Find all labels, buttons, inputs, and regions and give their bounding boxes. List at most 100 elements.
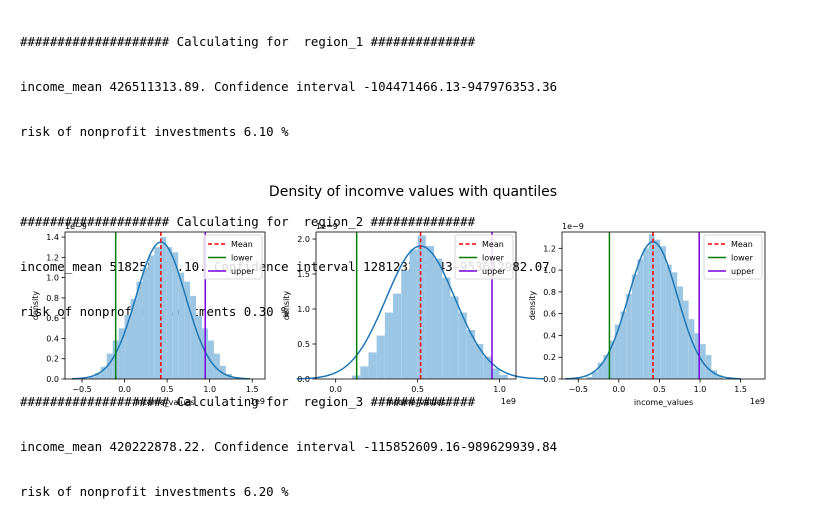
hist-bar (694, 333, 701, 379)
hist-bar (614, 324, 621, 379)
hist-bar (660, 246, 666, 379)
region-2-header: #################### Calculating for reg… (20, 214, 476, 229)
hist-bar (160, 237, 167, 379)
subplot-3: −0.5 0.0 0.5 1.0 1.5 0.0 0.2 0.4 0.6 0.8 1.0 1.2 1e−… (528, 222, 766, 407)
legend: Mean lower upper (454, 234, 514, 280)
region-1-income-line: income_mean 426511313.89. Confidence int… (20, 79, 558, 94)
hist-bar (368, 352, 377, 379)
hist-bar (717, 375, 723, 379)
hist-bar (207, 340, 214, 379)
y-multiplier: 1e−9 (65, 222, 87, 231)
hist-bar (450, 296, 459, 379)
subplot-1: −0.5 0.0 0.5 1.0 1.5 0.0 0.2 0.4 0.6 0.8 1.0 1.2 1.4… (31, 222, 266, 407)
y-tick-label: 0.8 (46, 294, 59, 303)
x-multiplier: 1e9 (250, 397, 265, 406)
y-tick-label: 0.4 (543, 331, 556, 340)
legend-upper-label: upper (731, 267, 755, 276)
hist-bar (466, 330, 476, 379)
x-tick-label: 0.5 (411, 385, 424, 394)
hist-bar (499, 374, 508, 379)
axes-frame (561, 231, 766, 380)
legend-box (203, 234, 263, 280)
hist-bar (442, 277, 451, 379)
hist-bar (106, 353, 113, 379)
x-tick-label: 1.0 (493, 385, 506, 394)
hist-bar (190, 295, 197, 379)
legend: Mean lower upper (703, 234, 763, 280)
hist-bar (178, 272, 185, 379)
y-axis-label: density (282, 291, 291, 321)
y-axis-label: density (528, 291, 537, 321)
hist-bar (376, 335, 385, 379)
legend-upper-label: upper (482, 267, 506, 276)
hist-bar (609, 340, 615, 379)
x-tick-label: 1.0 (203, 385, 216, 394)
hist-bar (682, 300, 689, 379)
y-tick-label: 1.4 (46, 233, 59, 242)
subplot-2: 0.0 0.5 1.0 0.0 0.5 1.0 1.5 2.0 1e−9 1e9 income_va… (282, 222, 545, 407)
x-tick-label: 1.5 (246, 385, 259, 394)
x-tick-label: −0.5 (569, 385, 588, 394)
x-tick-label: 0.5 (161, 385, 174, 394)
hist-bar (154, 247, 161, 379)
region-1-header: #################### Calculating for reg… (20, 34, 476, 49)
x-tick-label: 0.5 (653, 385, 666, 394)
hist-bar (360, 366, 369, 379)
hist-bar (626, 294, 632, 379)
legend-lower-label: lower (482, 254, 505, 263)
x-axis-label: income_values (634, 398, 693, 407)
hist-bar (483, 356, 492, 379)
legend-lower-label: lower (231, 254, 254, 263)
legend-upper-label: upper (231, 267, 255, 276)
hist-bar (213, 353, 220, 379)
x-tick-label: 1.5 (734, 385, 747, 394)
axes-frame (315, 231, 517, 380)
y-axis-label: density (31, 291, 40, 321)
hist-bar (434, 258, 443, 379)
y-tick-label: 1.0 (46, 274, 59, 283)
y-tick-label: 0.6 (543, 310, 556, 319)
hist-bar (166, 247, 173, 379)
region-3-header: #################### Calculating for reg… (20, 394, 476, 409)
legend: Mean lower upper (203, 234, 263, 280)
hist-bar (94, 372, 101, 379)
hist-bar (654, 239, 661, 379)
axes-frame (64, 231, 266, 380)
hist-bar (475, 344, 484, 379)
hist-bar (491, 368, 500, 379)
hist-bar (458, 312, 467, 379)
y-tick-label: 0.0 (46, 375, 59, 384)
legend-mean-label: Mean (482, 240, 504, 249)
hist-bar (711, 370, 718, 379)
y-tick-label: 0.0 (297, 375, 310, 384)
x-multiplier: 1e9 (501, 397, 516, 406)
region-3-income-line: income_mean 420222878.22. Confidence int… (20, 439, 558, 454)
x-tick-label: 0.0 (118, 385, 131, 394)
hist-bar (184, 281, 191, 379)
region-1-risk-line: risk of nonprofit investments 6.10 % (20, 124, 289, 139)
hist-bar (597, 362, 604, 379)
y-tick-label: 2.0 (297, 235, 310, 244)
hist-bar (637, 259, 644, 379)
x-tick-label: 0.0 (329, 385, 342, 394)
hist-bar (677, 286, 683, 379)
legend-box (454, 234, 514, 280)
hist-bar (100, 366, 107, 379)
hist-bar (603, 355, 610, 379)
x-axis-label: income_values (386, 398, 445, 407)
y-tick-label: 1.5 (297, 270, 310, 279)
hist-bar (586, 376, 593, 379)
hist-bar (393, 293, 402, 379)
hist-bar (124, 315, 131, 379)
hist-bar (705, 355, 712, 379)
hist-bar (136, 281, 143, 379)
hist-bar (142, 267, 149, 379)
y-multiplier: 1e−9 (562, 222, 584, 231)
hist-bar (196, 316, 203, 379)
hist-bar (417, 235, 426, 379)
hist-bar (688, 319, 695, 379)
x-multiplier: 1e9 (750, 397, 765, 406)
hist-bar (631, 274, 638, 379)
y-tick-label: 0.5 (297, 340, 310, 349)
hist-bar (384, 312, 394, 379)
